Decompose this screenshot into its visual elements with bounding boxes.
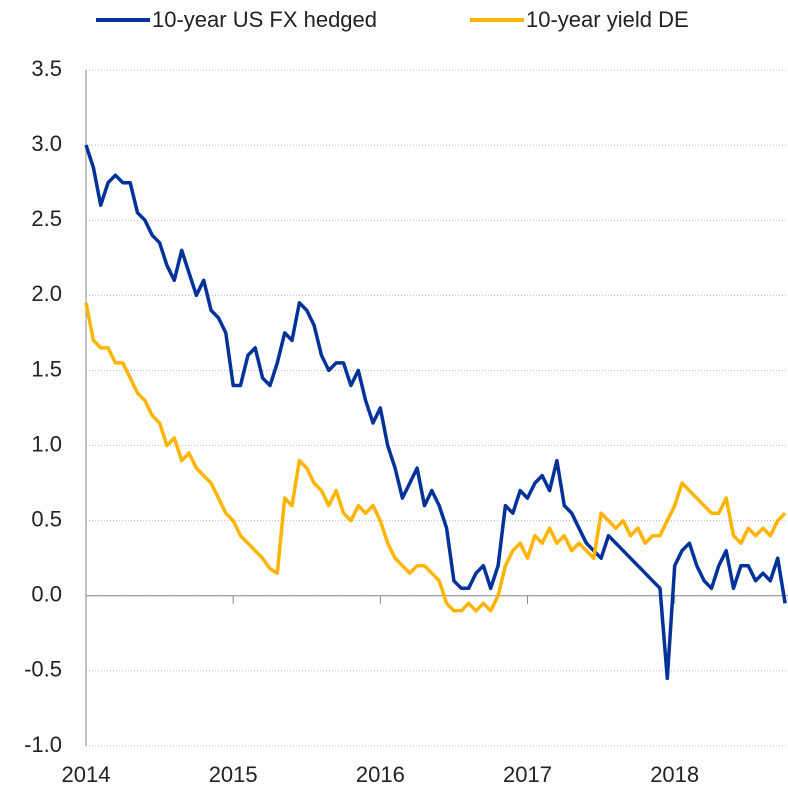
x-tick-label: 2014 — [62, 762, 111, 787]
y-tick-label: 3.5 — [31, 56, 62, 81]
legend-label: 10-year yield DE — [526, 7, 689, 32]
legend-label: 10-year US FX hedged — [152, 7, 377, 32]
y-tick-label: 1.5 — [31, 356, 62, 381]
series-line — [84, 302, 787, 613]
y-tick-label: 3.0 — [31, 131, 62, 156]
x-tick-label: 2015 — [209, 762, 258, 787]
y-tick-label: 0.0 — [31, 582, 62, 607]
y-tick-label: 1.0 — [31, 431, 62, 456]
y-tick-label: -1.0 — [24, 732, 62, 757]
y-tick-label: 0.5 — [31, 506, 62, 531]
y-tick-label: -0.5 — [24, 657, 62, 682]
y-tick-label: 2.5 — [31, 206, 62, 231]
series-line — [84, 144, 787, 681]
x-tick-label: 2018 — [650, 762, 699, 787]
x-tick-label: 2017 — [503, 762, 552, 787]
y-tick-label: 2.0 — [31, 281, 62, 306]
x-tick-label: 2016 — [356, 762, 405, 787]
